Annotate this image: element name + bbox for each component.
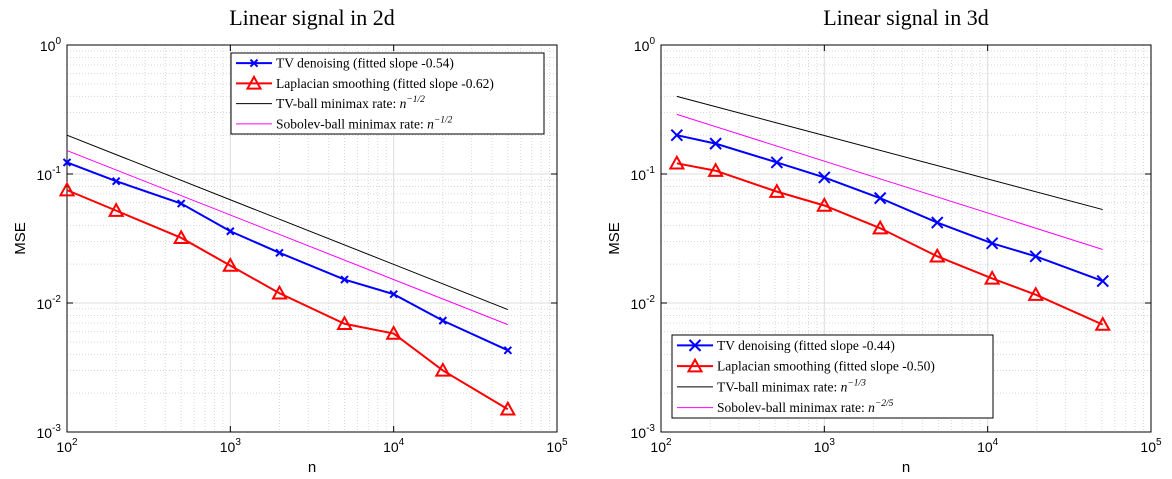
y-tick-label: 10-3: [631, 423, 656, 441]
x-tick-label: 103: [220, 437, 242, 455]
y-axis-label: MSE: [12, 222, 29, 255]
series-line: [676, 95, 1103, 211]
series-line: [66, 150, 509, 326]
data-point: [222, 257, 239, 272]
data-point: [931, 216, 944, 229]
x-tick-label: 102: [56, 437, 78, 455]
legend-item: Laplacian smoothing (fitted slope -0.50): [677, 357, 935, 374]
data-point: [434, 361, 452, 377]
data-point: [438, 316, 448, 325]
x-axis-label: n: [308, 459, 316, 476]
legend-marker: [249, 58, 259, 68]
legend-item: TV denoising (fitted slope -0.54): [236, 56, 454, 71]
data-point: [985, 237, 999, 250]
y-tick-label: 10-3: [37, 423, 62, 441]
series-3: [66, 134, 509, 310]
data-point: [871, 219, 889, 235]
legend-label: Sobolev-ball minimax rate: n−2/5: [717, 399, 894, 415]
legend-item: Laplacian smoothing (fitted slope -0.62): [236, 74, 494, 91]
data-point: [58, 181, 76, 197]
x-tick-label: 105: [1140, 437, 1162, 455]
data-point: [1027, 286, 1044, 301]
axes-box: [660, 44, 1152, 433]
legend-label: TV denoising (fitted slope -0.44): [717, 338, 895, 353]
series-2: [58, 181, 517, 416]
data-point: [873, 191, 887, 205]
data-point: [770, 156, 784, 169]
legend-marker: [245, 74, 263, 90]
data-point: [1094, 316, 1111, 331]
legend-label: Laplacian smoothing (fitted slope -0.62): [276, 76, 494, 91]
chart-panel-1: 102 103 104 105 10-3 10-2 10-1 100 Linear signal…: [12, 5, 568, 476]
series-4: [676, 113, 1103, 250]
series-line: [66, 134, 509, 310]
data-point: [709, 137, 722, 150]
data-point: [275, 248, 284, 258]
data-point: [818, 171, 831, 184]
legend: TV denoising (fitted slope -0.44) Laplaci…: [671, 334, 994, 419]
y-tick-label: 10-2: [37, 294, 62, 312]
chart-panel-2: 102 103 104 105 10-3 10-2 10-1 100 Linear signal…: [606, 5, 1162, 476]
x-tick-label: 102: [650, 437, 672, 455]
data-point: [499, 400, 517, 416]
legend-item: TV-ball minimax rate: n−1/2: [236, 95, 425, 111]
data-point: [172, 229, 190, 245]
legend-label: Sobolev-ball minimax rate: n−1/2: [276, 115, 453, 131]
data-point: [107, 202, 125, 217]
legend-marker: [688, 339, 702, 352]
series-3: [676, 95, 1103, 211]
legend-item: TV-ball minimax rate: n−1/3: [677, 378, 866, 394]
data-point: [670, 128, 684, 142]
data-point: [503, 346, 513, 355]
y-tick-label: 10-1: [631, 165, 656, 183]
legend-label: TV-ball minimax rate: n−1/2: [276, 95, 425, 111]
series-2: [668, 154, 1111, 331]
legend-item: TV denoising (fitted slope -0.44): [677, 338, 895, 353]
data-point: [668, 154, 686, 170]
legend-item: Sobolev-ball minimax rate: n−1/2: [236, 115, 453, 131]
y-tick-label: 100: [40, 36, 62, 54]
x-tick-label: 105: [546, 437, 568, 455]
legend: TV denoising (fitted slope -0.54) Laplaci…: [230, 52, 545, 135]
legend-marker: [686, 357, 704, 373]
x-axis-label: n: [902, 459, 910, 476]
x-tick-label: 104: [383, 437, 405, 455]
data-point: [768, 183, 786, 198]
data-point: [816, 196, 833, 212]
data-point: [1029, 250, 1042, 263]
series-line: [66, 189, 509, 411]
series-line: [676, 113, 1103, 250]
x-tick-label: 103: [814, 437, 836, 455]
legend-label: TV denoising (fitted slope -0.54): [276, 56, 454, 71]
chart-title: Linear signal in 3d: [823, 5, 989, 30]
legend-label: TV-ball minimax rate: n−1/3: [717, 378, 866, 394]
series-1: [62, 158, 513, 355]
data-point: [929, 247, 946, 263]
data-point: [62, 158, 72, 167]
legend-label: Laplacian smoothing (fitted slope -0.50): [717, 359, 935, 374]
y-axis-label: MSE: [606, 222, 623, 255]
series-1: [670, 128, 1109, 288]
series-4: [66, 150, 509, 326]
data-point: [271, 284, 288, 300]
chart-title: Linear signal in 2d: [229, 5, 395, 30]
data-point: [336, 315, 353, 330]
y-tick-label: 10-2: [631, 294, 656, 312]
data-point: [983, 269, 1001, 285]
data-point: [111, 176, 121, 186]
data-point: [389, 289, 398, 299]
y-tick-label: 100: [634, 36, 656, 54]
axes-box: [66, 44, 558, 433]
data-point: [340, 275, 349, 284]
y-tick-label: 10-1: [37, 165, 62, 183]
data-point: [176, 199, 186, 208]
x-tick-label: 104: [977, 437, 999, 455]
data-point: [707, 162, 724, 177]
data-point: [1096, 274, 1109, 288]
data-point: [226, 227, 235, 236]
series-line: [676, 162, 1104, 326]
data-point: [385, 324, 402, 340]
legend-item: Sobolev-ball minimax rate: n−2/5: [677, 399, 894, 415]
